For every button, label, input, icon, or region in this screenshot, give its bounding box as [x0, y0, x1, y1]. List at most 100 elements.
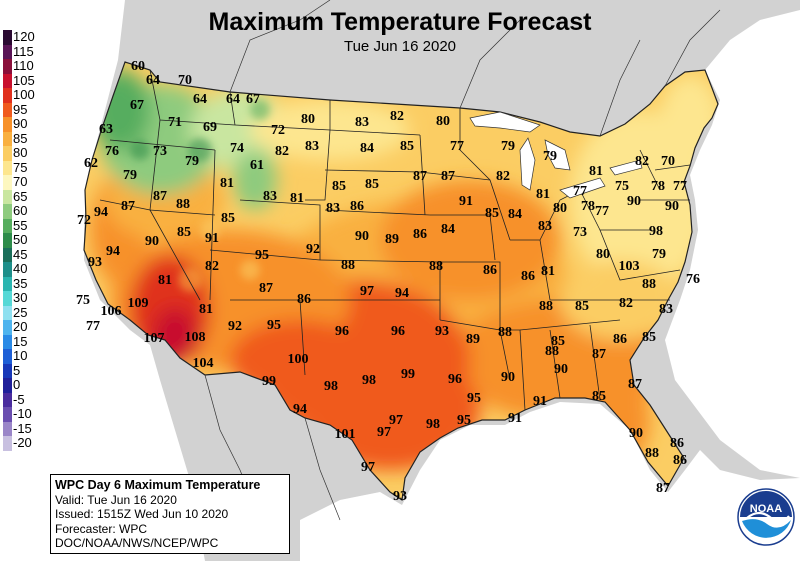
legend-label: -15	[13, 420, 32, 436]
temperature-value: 79	[543, 149, 557, 164]
temperature-value: 76	[105, 144, 119, 159]
temperature-value: 85	[575, 299, 589, 314]
temperature-value: 106	[101, 304, 122, 319]
temperature-value: 84	[360, 141, 374, 156]
temperature-value: 74	[230, 141, 244, 156]
temperature-value: 91	[508, 411, 522, 426]
temperature-value: 93	[393, 489, 407, 504]
legend-row: 30	[0, 290, 44, 306]
temperature-value: 77	[673, 179, 687, 194]
temperature-value: 98	[362, 373, 376, 388]
temperature-value: 109	[128, 296, 149, 311]
temperature-value: 83	[355, 115, 369, 130]
temperature-value: 82	[619, 296, 633, 311]
legend-row: 35	[0, 275, 44, 291]
noaa-logo-text: NOAA	[750, 503, 782, 515]
temperature-value: 95	[267, 318, 281, 333]
legend-row: 90	[0, 116, 44, 132]
legend-label: -20	[13, 435, 32, 450]
legend-swatch	[3, 421, 12, 436]
legend-swatch	[3, 276, 12, 291]
legend-row: 65	[0, 189, 44, 204]
temperature-value: 86	[483, 263, 497, 278]
temperature-value: 91	[533, 394, 547, 409]
legend-swatch	[3, 291, 12, 306]
temperature-value: 87	[153, 189, 167, 204]
temperature-value: 91	[459, 194, 473, 209]
temperature-value: 80	[596, 247, 610, 262]
temperature-value: 107	[144, 331, 165, 346]
temperature-value: 77	[86, 319, 100, 334]
temperature-value: 98	[324, 379, 338, 394]
temperature-value: 85	[551, 334, 565, 349]
temperature-value: 97	[389, 413, 403, 428]
legend-row: 110	[0, 58, 44, 74]
legend-swatch	[3, 349, 12, 364]
temperature-value: 94	[106, 244, 120, 259]
temperature-value: 97	[361, 460, 375, 475]
temperature-value: 89	[385, 232, 399, 247]
legend-label: 20	[13, 319, 28, 334]
legend-label: 45	[13, 246, 28, 262]
legend-swatch	[3, 73, 12, 88]
temperature-value: 95	[457, 413, 471, 428]
temperature-value: 92	[228, 319, 242, 334]
legend-row: 105	[0, 72, 44, 88]
legend-label: 25	[13, 304, 28, 320]
legend-row: -15	[0, 420, 44, 436]
legend-swatch	[3, 334, 12, 349]
temperature-value: 88	[341, 258, 355, 273]
temperature-value: 81	[199, 302, 213, 317]
legend-label: 95	[13, 101, 28, 117]
legend-row: 95	[0, 101, 44, 117]
legend-row: 55	[0, 218, 44, 233]
temperature-value: 96	[391, 324, 405, 339]
legend-row: 85	[0, 131, 44, 146]
temperature-value: 77	[573, 184, 587, 199]
legend-row: 45	[0, 246, 44, 262]
pacific-ocean	[0, 0, 205, 561]
legend-label: 120	[13, 29, 35, 44]
temperature-value: 81	[589, 164, 603, 179]
legend-swatch	[3, 59, 12, 74]
temperature-value: 71	[168, 115, 182, 130]
temperature-value: 90	[627, 194, 641, 209]
info-valid: Valid: Tue Jun 16 2020	[55, 492, 177, 507]
temperature-value: 72	[271, 123, 285, 138]
temperature-value: 67	[246, 92, 260, 107]
temperature-value: 99	[401, 367, 415, 382]
legend-label: 75	[13, 159, 28, 175]
temperature-value: 87	[259, 281, 273, 296]
legend-label: -10	[13, 406, 32, 421]
temperature-value: 79	[652, 247, 666, 262]
temperature-value: 82	[275, 144, 289, 159]
legend-swatch	[3, 175, 12, 190]
legend-label: 35	[13, 275, 28, 291]
temperature-value: 82	[205, 259, 219, 274]
temperature-value: 86	[413, 227, 427, 242]
temperature-value: 73	[153, 144, 167, 159]
legend-swatch	[3, 204, 12, 219]
legend-swatch	[3, 436, 12, 451]
legend-label: 0	[13, 377, 21, 392]
temperature-value: 82	[496, 169, 510, 184]
temperature-value: 63	[99, 122, 113, 137]
temperature-value: 84	[508, 207, 522, 222]
temperature-value: 99	[262, 374, 276, 389]
temperature-value: 69	[203, 120, 217, 135]
temperature-value: 80	[301, 112, 315, 127]
info-forecaster: Forecaster: WPC	[55, 521, 148, 536]
legend-label: 70	[13, 174, 28, 189]
temperature-value: 61	[250, 158, 264, 173]
temperature-value: 83	[538, 219, 552, 234]
legend-row: -10	[0, 406, 44, 422]
temperature-value: 85	[400, 139, 414, 154]
map-title: Maximum Temperature Forecast	[208, 8, 592, 36]
legend-label: 105	[13, 72, 35, 88]
temperature-value: 90	[665, 199, 679, 214]
temperature-value: 90	[629, 426, 643, 441]
legend-swatch	[3, 247, 12, 262]
legend-row: 80	[0, 145, 44, 161]
